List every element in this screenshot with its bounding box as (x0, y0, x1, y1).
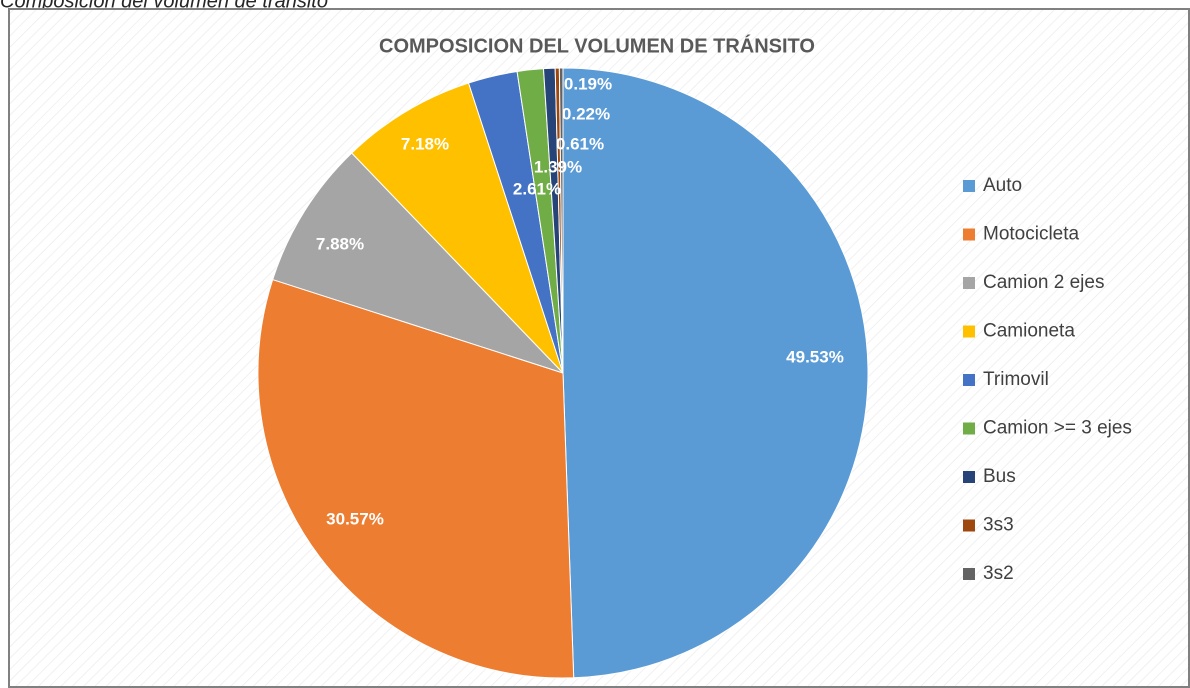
legend-swatch (963, 422, 975, 435)
pie (257, 67, 869, 679)
data-label: 2.61% (513, 179, 561, 198)
legend-label: Camion >= 3 ejes (983, 418, 1132, 439)
pie-slice (351, 82, 564, 374)
legend-label: Trimovil (983, 369, 1049, 390)
legend-swatch (963, 374, 975, 386)
data-label: 49.53% (786, 347, 844, 366)
data-label: 30.57% (326, 509, 384, 528)
legend-swatch (963, 180, 975, 192)
legend-label: Camioneta (983, 321, 1075, 342)
data-label: 0.19% (564, 74, 612, 93)
pie-slice (257, 278, 575, 679)
legend-label: Bus (983, 466, 1016, 487)
pie-slice (562, 67, 869, 679)
data-label: 0.61% (556, 134, 604, 153)
chart-title: COMPOSICION DEL VOLUMEN DE TRÁNSITO (379, 34, 815, 57)
data-label: 1.39% (534, 157, 582, 176)
legend-label: Auto (983, 175, 1022, 196)
pie-slice (558, 67, 564, 374)
legend-swatch (963, 325, 975, 338)
pie-slice (272, 152, 564, 374)
legend-swatch (963, 277, 975, 289)
legend: Auto Motocicleta Camion 2 ejes Camioneta Tri… (963, 175, 1132, 584)
legend-swatch (963, 228, 975, 241)
legend-label: 3s3 (983, 515, 1014, 536)
data-label: 7.18% (401, 134, 449, 153)
legend-swatch (963, 519, 975, 532)
data-label: 7.88% (316, 234, 364, 253)
legend-label: Motocicleta (983, 224, 1080, 245)
legend-swatch (963, 471, 975, 483)
data-labels: 49.53% 30.57% 7.88% 7.18% 2.61% 1.39% 0.61% 0.2… (316, 74, 844, 528)
legend-label: 3s2 (983, 563, 1014, 584)
data-label: 0.22% (562, 104, 610, 123)
legend-label: Camion 2 ejes (983, 272, 1104, 293)
legend-swatch (963, 568, 975, 580)
